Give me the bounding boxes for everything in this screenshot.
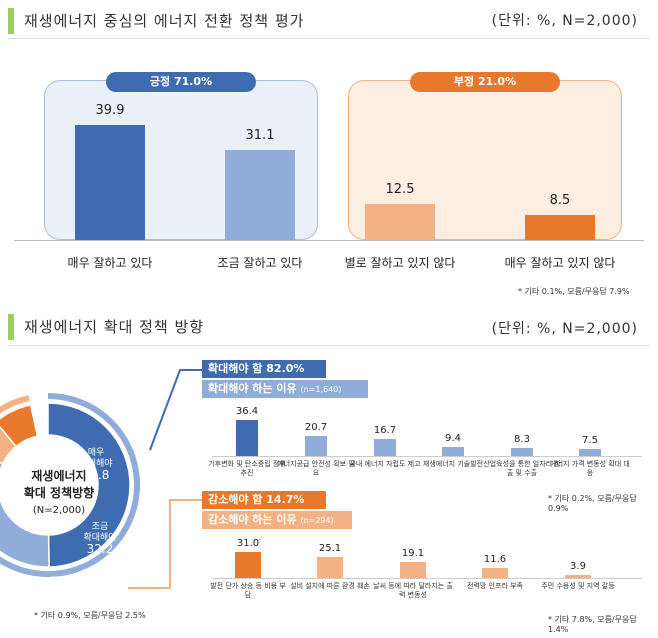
chart4-category: 날씨 등에 따라 달라지는 출력 변동성 — [373, 582, 453, 599]
expand-reason-tag: 확대해야 하는 이유 (n=1,640) — [202, 380, 368, 398]
chart1-bar — [75, 124, 145, 240]
chart3-category: 재생에너지 기술발전 — [422, 460, 484, 468]
donut-value: 32.2 — [87, 542, 114, 556]
chart4-category: 설비 설치에 따른 환경 훼손 — [290, 582, 370, 590]
chart4-value: 25.1 — [318, 542, 342, 554]
donut-reduce-ring — [0, 395, 30, 414]
chart1-bar — [225, 150, 295, 240]
donut-value: 7.6 — [45, 597, 63, 610]
donut-center-title: 재생에너지 확대 정책방향 (N=2,000) — [0, 468, 118, 519]
chart4-value: 31.0 — [236, 538, 260, 549]
chart3-category: 에너지 가격 변동성 확대 대응 — [550, 460, 630, 477]
donut-note: * 기타 0.9%, 모름/무응답 2.5% — [34, 611, 146, 620]
chart1-category: 별로 잘하고 있지 않다 — [344, 256, 456, 270]
chart4-bar — [317, 556, 343, 578]
chart1-category: 조금 잘하고 있다 — [217, 256, 303, 270]
donut-slice — [0, 461, 50, 568]
chart4-bar — [235, 552, 261, 578]
donut-title-line2: 확대 정책방향 — [23, 486, 95, 500]
negative-pill: 부정 21.0% — [410, 72, 560, 92]
chart1-category: 매우 잘하고 있지 않다 — [504, 256, 616, 270]
chart4-baseline — [212, 578, 642, 579]
chart1-bar — [365, 203, 435, 240]
expand-reason-n: (n=1,640) — [300, 385, 342, 394]
chart3-value: 16.7 — [373, 425, 397, 437]
reduce-reason-n: (n=294) — [300, 516, 334, 525]
chart3-value: 8.3 — [514, 433, 530, 445]
chart1-bar — [525, 215, 595, 240]
chart3-bar — [442, 446, 464, 456]
reduce-reason-label: 감소해야 하는 이유 — [208, 513, 297, 526]
chart3-bar — [579, 448, 601, 456]
chart4-value: 19.1 — [401, 547, 425, 559]
chart3-value: 7.5 — [582, 434, 598, 446]
donut-label: 조금 감소해야 7.0 — [75, 568, 105, 602]
donut-n: (N=2,000) — [32, 505, 86, 516]
chart3-value: 9.4 — [445, 432, 461, 444]
chart4-category: 발전 단가 상승 등 비용 부담 — [210, 582, 286, 599]
section2-divider — [8, 345, 650, 346]
chart3-category: 에너지공급 안전성 확보 필요 — [277, 460, 355, 477]
chart1-value: 31.1 — [245, 128, 275, 144]
donut-title-line1: 재생에너지 — [31, 469, 87, 483]
reduce-note: * 기타 7.8%, 모름/무응답 1.4% — [548, 615, 637, 634]
chart4-bar — [400, 561, 426, 578]
chart1-value: 8.5 — [549, 193, 571, 209]
chart3-category: 국내 에너지 자립도 제고 — [349, 460, 421, 468]
section2-title: 재생에너지 확대 정책 방향 — [8, 314, 204, 340]
section1-unit: (단위: %, N=2,000) — [491, 13, 638, 29]
donut-value: 7.0 — [81, 589, 99, 602]
chart4-category: 주민 수용성 및 지역 갈등 — [541, 582, 615, 590]
chart3-bar — [305, 435, 327, 456]
chart1-value: 39.9 — [95, 102, 125, 118]
donut-value: 49.8 — [83, 468, 110, 482]
donut-slice — [0, 403, 39, 448]
policy-direction-donut: 매우 확대해야 49.8 조금 확대해야 32.2 조금 감소해야 7.0매우 감소해야 7.6 — [0, 393, 140, 610]
donut-label: 매우 감소해야 7.6 — [39, 576, 69, 610]
chart1-value: 12.5 — [385, 181, 415, 197]
connector-lines — [128, 369, 202, 589]
chart3-bar — [374, 439, 396, 456]
donut-label: 조금 확대해야 32.2 — [83, 521, 116, 556]
chart4-value: 11.6 — [483, 554, 507, 566]
expand-reason-label: 확대해야 하는 이유 — [208, 382, 297, 395]
chart4-bar — [565, 574, 591, 578]
expand-note: * 기타 0.2%, 모름/무응답 0.9% — [548, 494, 637, 513]
donut-label: 매우 확대해야 49.8 — [79, 447, 112, 482]
donut-slice — [47, 402, 131, 568]
section2-unit: (단위: %, N=2,000) — [491, 321, 638, 337]
chart1-category: 매우 잘하고 있다 — [67, 256, 153, 270]
chart4-category: 전력망 인프라 부족 — [467, 582, 523, 590]
chart3-category: 산업육성을 통한 일자리 창출 및 수출 — [483, 460, 561, 477]
positive-pill: 긍정 71.0% — [106, 72, 256, 92]
chart4-bar — [482, 568, 508, 578]
expand-tag: 확대해야 함 82.0% — [202, 360, 326, 378]
chart3-bar — [236, 420, 258, 456]
chart4-value: 3.9 — [570, 560, 586, 572]
reduce-reason-tag: 감소해야 하는 이유 (n=294) — [202, 511, 352, 529]
section1-title: 재생에너지 중심의 에너지 전환 정책 평가 — [8, 8, 304, 34]
reduce-tag: 감소해야 함 14.7% — [202, 491, 326, 509]
section1-note: * 기타 0.1%, 모름/무응답 7.9% — [518, 287, 630, 296]
chart3-value: 36.4 — [235, 406, 259, 417]
section1-divider — [8, 38, 650, 39]
chart3-category: 기후변화 및 탄소중립 정책 추진 — [208, 460, 286, 477]
chart3-bar — [511, 447, 533, 456]
chart3-baseline — [212, 456, 642, 457]
chart1-baseline — [14, 240, 644, 241]
chart3-value: 20.7 — [304, 421, 328, 433]
